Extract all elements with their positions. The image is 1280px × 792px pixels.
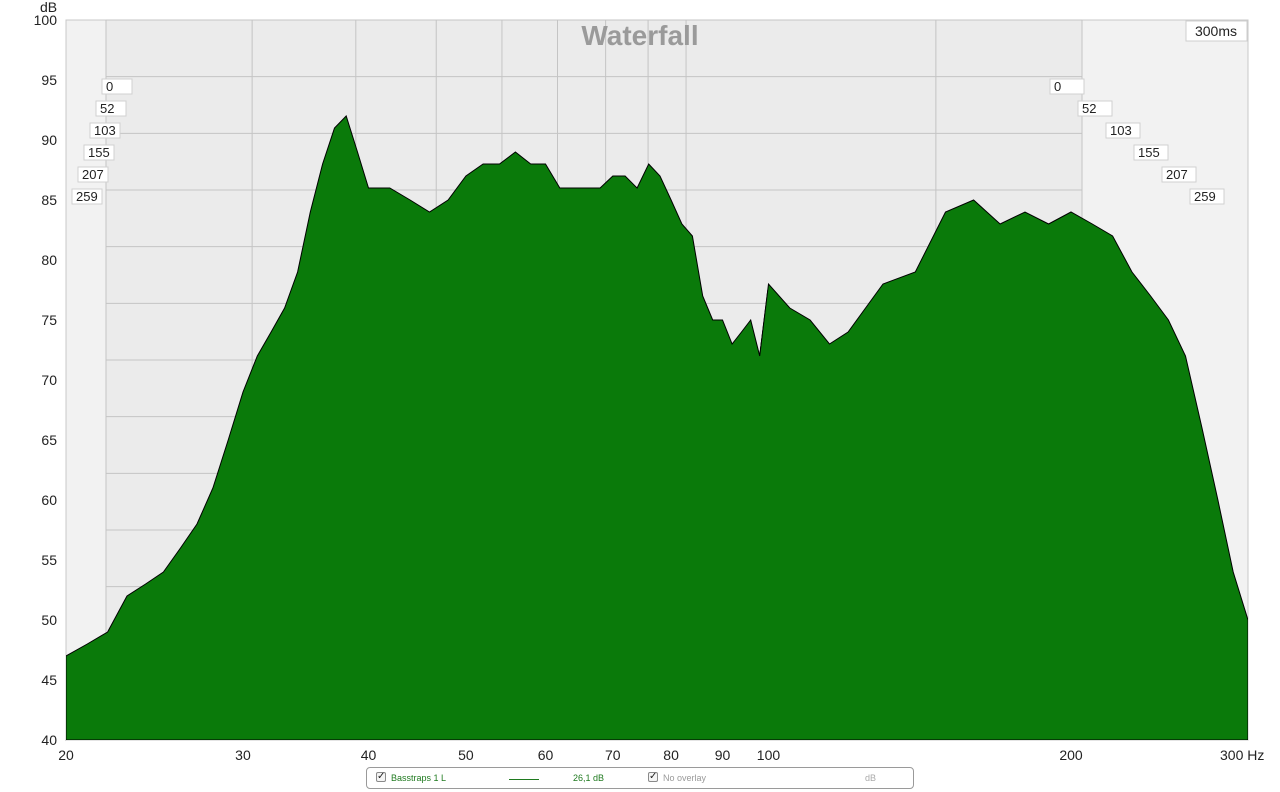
time-label-left: 259 [76,189,98,204]
time-label-box-left [77,166,109,183]
time-label-box-left [89,122,121,139]
y-tick-label: 45 [41,672,57,688]
y-tick-label: 90 [41,132,57,148]
y-tick-label: 100 [34,12,58,28]
time-label-left: 207 [82,167,104,182]
time-label-right: 259 [1194,189,1216,204]
time-label-right: 103 [1110,123,1132,138]
x-tick-label: 80 [663,747,679,763]
y-tick-label: 50 [41,612,57,628]
time-label-right: 207 [1166,167,1188,182]
time-label-right: 52 [1082,101,1096,116]
x-axis-ticks: 20 30 40 50 60 70 80 90 100 200 300 Hz [58,747,1264,763]
y-tick-label: 70 [41,372,57,388]
y-tick-label: 75 [41,312,57,328]
x-tick-label: 200 [1059,747,1083,763]
overlay-label: No overlay [663,773,707,783]
time-label-right: 0 [1054,79,1061,94]
x-tick-label: 300 Hz [1220,747,1264,763]
legend-item-value: 26,1 dB [573,773,605,783]
y-tick-label: 80 [41,252,57,268]
x-tick-label: 90 [715,747,731,763]
x-tick-label: 40 [361,747,377,763]
y-tick-label: 40 [41,732,57,748]
time-label-left: 52 [100,101,114,116]
legend-unit-label: dB [865,773,877,783]
x-tick-label: 60 [538,747,554,763]
time-label-box-left [101,78,133,95]
x-tick-label: 20 [58,747,74,763]
time-label-box-right [1077,100,1113,117]
time-label-left: 0 [106,79,113,94]
time-label-box-right [1189,188,1225,205]
time-label-box-left [83,144,115,161]
y-axis-ticks: 40 45 50 55 60 65 70 75 80 85 90 95 100 [34,12,58,748]
time-label-box-right [1049,78,1085,95]
x-tick-label: 30 [235,747,251,763]
time-label-left: 155 [88,145,110,160]
time-label-right: 155 [1138,145,1160,160]
x-tick-label: 100 [757,747,781,763]
legend-item-label: Basstraps 1 L [391,773,447,783]
time-label-left: 103 [94,123,116,138]
waterfall-slice [66,115,1248,740]
x-tick-label: 50 [458,747,474,763]
legend-bar: ✓ Basstraps 1 L 26,1 dB ✓ No overlay dB [366,767,914,789]
y-tick-label: 55 [41,552,57,568]
legend-checkbox[interactable]: ✓ [376,771,386,782]
time-label-box-left [71,188,103,205]
time-label-box-left [95,100,127,117]
y-tick-label: 60 [41,492,57,508]
x-tick-label: 70 [605,747,621,763]
y-tick-label: 95 [41,72,57,88]
waterfall-slices [66,115,1248,740]
y-axis-label: dB [40,0,57,15]
y-tick-label: 65 [41,432,57,448]
y-tick-label: 85 [41,192,57,208]
overlay-checkbox[interactable]: ✓ [648,771,658,782]
time-label-box-right [1161,166,1197,183]
time-label-box-right [1105,122,1141,139]
chart-title: Waterfall [581,20,698,51]
time-window-label: 300ms [1195,23,1237,39]
time-axis-labels: 0 0 52 52 103 103 155 155 207 207 259 259 [71,78,1225,205]
time-label-box-right [1133,144,1169,161]
time-window-box [1185,20,1248,42]
legend-line-swatch [509,779,539,780]
